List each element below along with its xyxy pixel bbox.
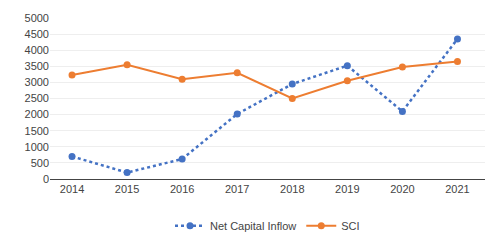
svg-text:3500: 3500 — [25, 60, 49, 72]
svg-text:1500: 1500 — [25, 125, 49, 137]
svg-text:2018: 2018 — [280, 183, 304, 195]
svg-text:2000: 2000 — [25, 108, 49, 120]
svg-text:4500: 4500 — [25, 28, 49, 40]
svg-text:2016: 2016 — [170, 183, 194, 195]
svg-text:500: 500 — [31, 157, 49, 169]
svg-text:5000: 5000 — [25, 12, 49, 24]
svg-text:2021: 2021 — [445, 183, 469, 195]
svg-text:2014: 2014 — [60, 183, 84, 195]
svg-text:3000: 3000 — [25, 76, 49, 88]
svg-text:2017: 2017 — [225, 183, 249, 195]
svg-text:2019: 2019 — [335, 183, 359, 195]
svg-text:SCI: SCI — [341, 220, 359, 232]
svg-text:1000: 1000 — [25, 141, 49, 153]
svg-text:2015: 2015 — [115, 183, 139, 195]
svg-text:Net Capital Inflow: Net Capital Inflow — [210, 220, 296, 232]
svg-text:4000: 4000 — [25, 44, 49, 56]
svg-text:0: 0 — [43, 173, 49, 185]
svg-text:2500: 2500 — [25, 92, 49, 104]
svg-text:2020: 2020 — [390, 183, 414, 195]
